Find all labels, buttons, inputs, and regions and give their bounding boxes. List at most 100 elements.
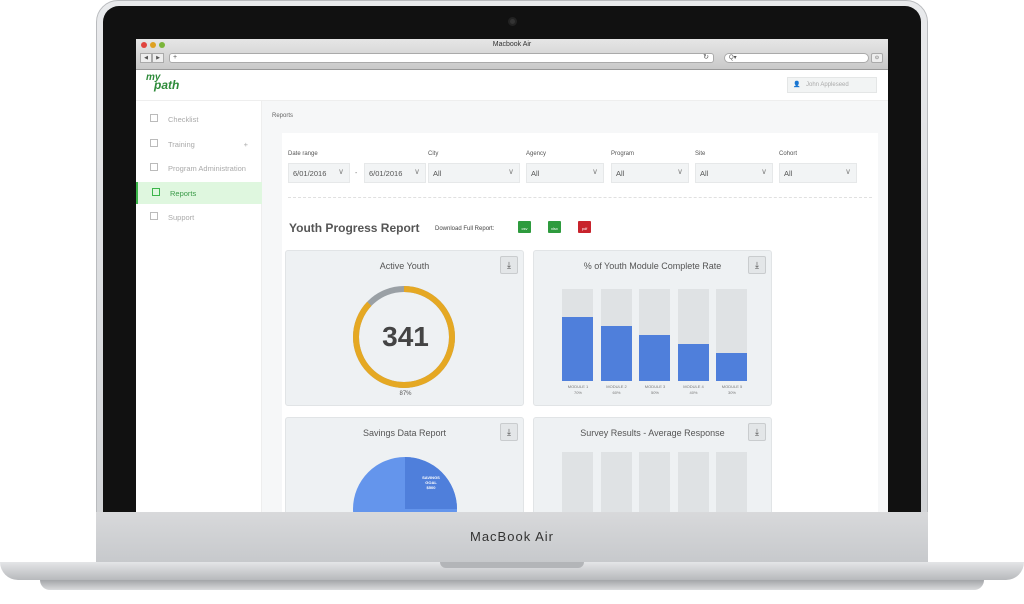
- forward-button[interactable]: ▶: [152, 53, 164, 63]
- bar-track: [562, 289, 593, 381]
- main-content: Reports Date range 6/01/2016 ∨ - 6/01/201…: [262, 101, 888, 512]
- date-from-select[interactable]: 6/01/2016 ∨: [288, 163, 350, 183]
- bar-track: [677, 452, 709, 512]
- window-title: Macbook Air: [492, 41, 532, 48]
- close-icon[interactable]: [141, 42, 147, 48]
- bar[interactable]: [677, 344, 709, 381]
- device-brand: MacBook Air: [96, 512, 928, 562]
- user-name: John Appleseed: [806, 82, 849, 88]
- cohort-select[interactable]: All ∨: [779, 163, 857, 183]
- bar-label: MODULE 1 70%: [567, 384, 589, 395]
- bar-track: [677, 289, 709, 381]
- breadcrumb[interactable]: Reports: [272, 113, 294, 119]
- sidebar-item-reports[interactable]: Reports: [136, 181, 262, 204]
- download-chart-button[interactable]: ⤓: [500, 423, 518, 441]
- card-title: Survey Results - Average Response: [580, 428, 725, 438]
- zoom-icon[interactable]: [159, 42, 165, 48]
- bar-label: MODULE 5 30%: [721, 384, 743, 395]
- bar-label: MODULE 4 40%: [683, 384, 704, 395]
- bar-track: [600, 452, 632, 512]
- search-input[interactable]: Q▾: [724, 53, 869, 63]
- camera-icon: [508, 17, 517, 26]
- lid-notch: [440, 562, 584, 568]
- bar-track: [716, 452, 747, 512]
- bar-label: MODULE 2 60%: [606, 384, 627, 395]
- user-icon: 👤: [793, 82, 801, 88]
- download-label: Download Full Report:: [435, 226, 495, 232]
- screen: Macbook Air ◀ ▶ + ↻ Q▾ ⊙ my path 👤 John App…: [136, 39, 888, 512]
- date-to-select[interactable]: 6/01/2016 ∨: [364, 163, 426, 183]
- bar-track: [716, 289, 747, 381]
- city-label: City: [428, 151, 439, 157]
- bar-track: [562, 452, 593, 512]
- agency-select[interactable]: All ∨: [526, 163, 604, 183]
- briefcase-icon: [150, 212, 158, 220]
- card-title: Savings Data Report: [362, 428, 447, 438]
- donut-chart: [353, 286, 455, 388]
- chevron-down-icon: ∨: [845, 167, 851, 176]
- user-menu[interactable]: 👤 John Appleseed: [787, 77, 877, 93]
- bar[interactable]: [716, 353, 747, 381]
- checkbox-icon: [150, 114, 158, 122]
- app-header: my path 👤 John Appleseed: [136, 70, 888, 101]
- agency-label: Agency: [526, 151, 547, 157]
- download-xlsx-icon[interactable]: xlsx: [548, 221, 561, 233]
- reload-icon[interactable]: ↻: [703, 54, 709, 61]
- savings-card: Savings Data Report ⤓ SAVINGS GOAL $500: [285, 417, 524, 512]
- active-youth-count: 341: [382, 321, 429, 352]
- bar-track: [639, 452, 670, 512]
- url-bar[interactable]: + ↻: [169, 53, 714, 63]
- savings-pie: SAVINGS GOAL $500: [353, 457, 457, 512]
- download-chart-button[interactable]: ⤓: [748, 423, 766, 441]
- donut-progress-arc: [353, 286, 455, 388]
- card-title: Active Youth: [379, 261, 430, 271]
- card-title: % of Youth Module Complete Rate: [583, 261, 722, 271]
- sidebar: Checklist Training + Program Administration…: [136, 101, 262, 512]
- program-select[interactable]: All ∨: [611, 163, 689, 183]
- download-chart-button[interactable]: ⤓: [500, 256, 518, 274]
- sidebar-item-training[interactable]: Training +: [136, 133, 262, 155]
- active-youth-card: Active Youth ⤓ 341 87%: [285, 250, 524, 406]
- module-complete-card: % of Youth Module Complete Rate ⤓ MODULE…: [533, 250, 772, 406]
- report-panel: Date range 6/01/2016 ∨ - 6/01/2016 ∨ City A…: [282, 133, 878, 512]
- chevron-down-icon: ∨: [338, 167, 344, 176]
- sidebar-item-label: Program Administration: [168, 164, 246, 173]
- program-label: Program: [611, 151, 635, 157]
- download-pdf-icon[interactable]: pdf: [578, 221, 591, 233]
- sidebar-item-program-administration[interactable]: Program Administration: [136, 157, 262, 179]
- sidebar-item-label: Training: [168, 139, 195, 149]
- bar-chart-icon: [150, 163, 158, 171]
- back-button[interactable]: ◀: [140, 53, 152, 63]
- percent-label: 87%: [399, 391, 412, 397]
- site-select[interactable]: All ∨: [695, 163, 773, 183]
- sidebar-item-label: Support: [168, 213, 195, 222]
- site-label: Site: [695, 151, 706, 157]
- date-separator: -: [355, 170, 358, 177]
- download-chart-button[interactable]: ⤓: [748, 256, 766, 274]
- bar[interactable]: [639, 335, 670, 381]
- bar-chart-icon: [152, 187, 160, 196]
- slice-label: SAVINGS GOAL $500: [422, 475, 440, 490]
- sidebar-item-checklist[interactable]: Checklist: [136, 108, 262, 130]
- chevron-down-icon: ∨: [508, 167, 514, 176]
- cohort-label: Cohort: [779, 151, 798, 157]
- book-icon: [150, 138, 158, 147]
- expand-icon[interactable]: +: [243, 139, 248, 149]
- bar[interactable]: [600, 325, 632, 381]
- download-csv-icon[interactable]: csv: [518, 221, 531, 233]
- logo[interactable]: my path: [146, 72, 180, 92]
- laptop-base: [0, 562, 1024, 580]
- minimize-icon[interactable]: [150, 42, 156, 48]
- bar[interactable]: [562, 316, 593, 381]
- bar-label: MODULE 3 50%: [644, 384, 666, 395]
- sidebar-item-label: Reports: [170, 188, 197, 198]
- sidebar-item-support[interactable]: Support: [136, 206, 262, 228]
- chevron-down-icon: ∨: [761, 167, 767, 176]
- pie-slice-savings-goal: [405, 457, 457, 509]
- city-select[interactable]: All ∨: [428, 163, 520, 183]
- survey-results-card: Survey Results - Average Response ⤓: [533, 417, 772, 512]
- downloads-button[interactable]: ⊙: [871, 53, 883, 63]
- date-range-label: Date range: [288, 151, 318, 157]
- divider: [288, 197, 872, 198]
- bar-track: [639, 289, 670, 381]
